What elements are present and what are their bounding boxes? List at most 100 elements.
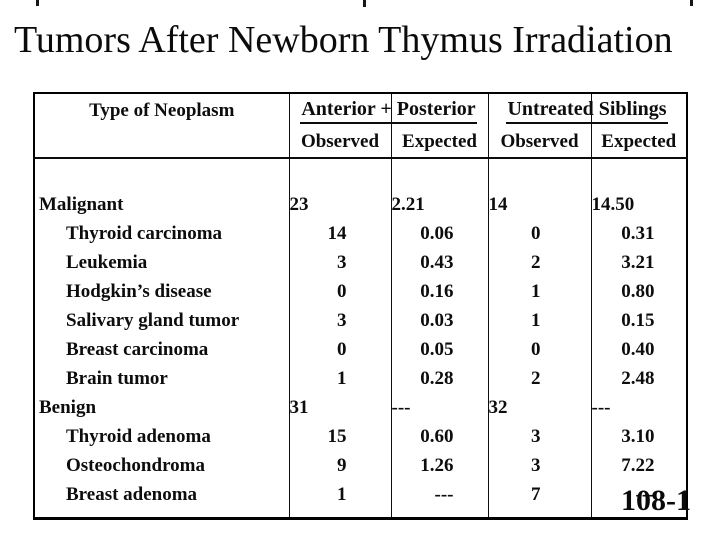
- value-text: 3: [531, 454, 541, 476]
- value-text: 3: [337, 251, 347, 273]
- value-cell: 3: [487, 422, 592, 451]
- corner-header-cell: Type of Neoplasm: [33, 93, 290, 127]
- neoplasm-label-cell: Malignant: [33, 190, 290, 219]
- value-text: 0: [337, 338, 347, 360]
- value-text: 0.60: [420, 425, 454, 447]
- table-row: Benign 31 --- 32 ---: [33, 393, 688, 422]
- value-text: 0.06: [420, 222, 454, 244]
- header-cell: [33, 127, 290, 159]
- value-text: 1.26: [420, 454, 454, 476]
- expected-header-cell: Expected: [590, 127, 688, 159]
- value-cell: 7.22: [590, 451, 688, 480]
- table-row: Thyroid adenoma 15 0.60 3 3.10: [33, 422, 688, 451]
- value-cell: 0.31: [590, 219, 688, 248]
- value-cell: 2.21: [390, 190, 489, 219]
- value-cell: 0.06: [390, 219, 489, 248]
- value-cell: 3: [288, 306, 392, 335]
- value-cell: 0.40: [590, 335, 688, 364]
- value-cell: 0.16: [390, 277, 489, 306]
- value-cell: 3: [288, 248, 392, 277]
- sub-header-row: Observed Expected Observed Expected: [33, 127, 688, 159]
- value-text: 14: [327, 222, 347, 244]
- value-cell: 3: [487, 451, 592, 480]
- neoplasm-label-cell: Hodgkin’s disease: [33, 277, 290, 306]
- value-text: 0.43: [420, 251, 454, 273]
- value-text: 1: [531, 309, 541, 331]
- value-cell: 7: [487, 480, 592, 509]
- neoplasm-label-cell: Breast adenoma: [33, 480, 290, 509]
- crop-artifact-tick: [363, 0, 366, 7]
- neoplasm-label-cell: Brain tumor: [33, 364, 290, 393]
- value-cell: ---: [590, 480, 688, 509]
- observed-header-cell: Observed: [487, 127, 592, 159]
- value-cell: 0.43: [390, 248, 489, 277]
- value-text: 1: [531, 280, 541, 302]
- crop-artifact-tick: [36, 0, 39, 6]
- value-text: ---: [434, 483, 454, 505]
- observed-header-cell: Observed: [288, 127, 392, 159]
- value-cell: 0: [487, 219, 592, 248]
- value-text: 1: [337, 483, 347, 505]
- table-row: Brain tumor 1 0.28 2 2.48: [33, 364, 688, 393]
- value-cell: 3.21: [590, 248, 688, 277]
- neoplasm-label-cell: Benign: [33, 393, 290, 422]
- value-cell: 2.48: [590, 364, 688, 393]
- value-cell: 0.28: [390, 364, 489, 393]
- value-cell: 0.05: [390, 335, 489, 364]
- value-cell: 23: [288, 190, 392, 219]
- value-text: 0.05: [420, 338, 454, 360]
- value-cell: 1.26: [390, 451, 489, 480]
- value-text: 3: [531, 425, 541, 447]
- table-row: Osteochondroma 9 1.26 3 7.22: [33, 451, 688, 480]
- value-text: 2: [531, 251, 541, 273]
- value-cell: 14: [487, 190, 592, 219]
- table-row: Salivary gland tumor 3 0.03 1 0.15: [33, 306, 688, 335]
- neoplasm-label-cell: Leukemia: [33, 248, 290, 277]
- value-cell: 14.50: [590, 190, 688, 219]
- neoplasm-table: Type of Neoplasm Observed Expected Obser…: [33, 92, 688, 520]
- header-cell: [590, 93, 688, 127]
- value-cell: 3.10: [590, 422, 688, 451]
- value-text: 0: [337, 280, 347, 302]
- value-text: 2: [531, 367, 541, 389]
- table-row: Hodgkin’s disease 0 0.16 1 0.80: [33, 277, 688, 306]
- value-cell: 1: [487, 277, 592, 306]
- value-text: 3.10: [621, 425, 655, 447]
- value-text: 3.21: [621, 251, 655, 273]
- value-cell: 2: [487, 364, 592, 393]
- value-cell: 0: [288, 277, 392, 306]
- value-cell: 9: [288, 451, 392, 480]
- crop-artifact-tick: [690, 0, 693, 6]
- neoplasm-label-cell: Thyroid adenoma: [33, 422, 290, 451]
- spacer-row: [33, 158, 688, 190]
- value-text: 0.28: [420, 367, 454, 389]
- value-cell: 0: [487, 335, 592, 364]
- value-cell: 2: [487, 248, 592, 277]
- value-text: 9: [337, 454, 347, 476]
- table-row: Breast adenoma 1 --- 7 ---: [33, 480, 688, 509]
- value-cell: ---: [390, 393, 489, 422]
- value-cell: 0: [288, 335, 392, 364]
- value-text: 0: [531, 222, 541, 244]
- table-row: Malignant 23 2.21 14 14.50: [33, 190, 688, 219]
- value-text: 0.03: [420, 309, 454, 331]
- neoplasm-table-wrapper: Type of Neoplasm Observed Expected Obser…: [33, 92, 688, 520]
- neoplasm-label-cell: Breast carcinoma: [33, 335, 290, 364]
- value-text: 15: [327, 425, 347, 447]
- value-cell: 0.60: [390, 422, 489, 451]
- table-row: Breast carcinoma 0 0.05 0 0.40: [33, 335, 688, 364]
- padding-row: [33, 509, 688, 518]
- value-text: 0.80: [621, 280, 655, 302]
- value-cell: 1: [288, 480, 392, 509]
- value-text: 0.31: [621, 222, 655, 244]
- value-cell: 31: [288, 393, 392, 422]
- table-row: Thyroid carcinoma 14 0.06 0 0.31: [33, 219, 688, 248]
- value-cell: 0.15: [590, 306, 688, 335]
- value-cell: 14: [288, 219, 392, 248]
- header-cell: [390, 93, 489, 127]
- expected-header-cell: Expected: [390, 127, 489, 159]
- slide-number: 108-1: [621, 484, 691, 517]
- value-cell: 1: [288, 364, 392, 393]
- value-text: 0.16: [420, 280, 454, 302]
